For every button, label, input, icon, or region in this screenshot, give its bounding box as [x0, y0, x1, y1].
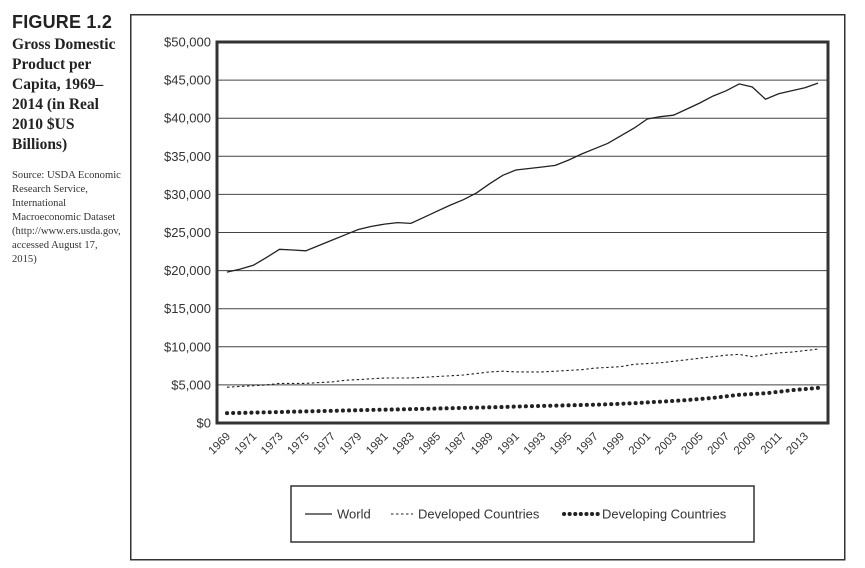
x-tick-label: 1985 [417, 431, 444, 458]
y-tick-label: $5,000 [171, 377, 211, 392]
x-tick-label: 1969 [207, 431, 234, 458]
y-tick-label: $10,000 [164, 339, 211, 354]
y-tick-label: $20,000 [164, 263, 211, 278]
x-tick-label: 1971 [233, 431, 260, 458]
series-developing-countries [225, 385, 820, 416]
x-tick-label: 2013 [784, 431, 811, 458]
figure-caption: FIGURE 1.2 Gross Domestic Product per Ca… [12, 12, 124, 267]
x-tick-label: 1993 [522, 431, 549, 458]
x-tick-label: 1977 [312, 431, 339, 458]
x-tick-label: 2001 [627, 431, 654, 458]
x-tick-label: 2011 [759, 431, 785, 457]
legend-box [290, 485, 755, 543]
y-tick-label: $25,000 [164, 225, 211, 240]
y-tick-label: $30,000 [164, 187, 211, 202]
x-tick-label: 1979 [338, 431, 365, 458]
y-tick-label: $15,000 [164, 301, 211, 316]
y-tick-label: $45,000 [164, 73, 211, 88]
x-tick-label: 2009 [732, 431, 759, 458]
legend-label: World [337, 507, 371, 522]
legend-label: Developed Countries [418, 507, 540, 522]
figure-source: Source: USDA Economic Research Service, … [12, 170, 121, 265]
series-lines [225, 82, 820, 416]
y-tick-label: $0 [197, 416, 211, 431]
x-tick-label: 1987 [443, 431, 470, 458]
y-tick-label: $35,000 [164, 149, 211, 164]
legend-label: Developing Countries [602, 507, 727, 522]
x-tick-label: 1995 [548, 431, 575, 458]
series-world [226, 82, 819, 273]
y-tick-label: $40,000 [164, 111, 211, 126]
x-tick-label: 1997 [574, 431, 601, 458]
gdp-line-chart: $0 $5,000 $10,000 $15,000 $20,000 $25,000 $30,… [130, 14, 846, 561]
x-tick-label: 1999 [601, 431, 628, 458]
series-developed-countries [226, 348, 819, 388]
x-tick-label: 1989 [469, 431, 496, 458]
plot-area-border [215, 40, 830, 425]
figure-title: Gross Domestic Product per Capita, 1969–… [12, 36, 116, 153]
chart-frame [130, 14, 846, 561]
x-tick-label: 1975 [285, 431, 312, 458]
grid-lines [217, 41, 828, 424]
y-tick-label: $50,000 [164, 35, 211, 50]
x-tick-label: 1981 [364, 431, 391, 458]
x-tick-label: 2007 [706, 431, 733, 458]
x-tick-labels: 1969 1971 1973 1975 1977 1979 1981 1983 1985 1987… [207, 431, 811, 458]
y-tick-labels: $0 $5,000 $10,000 $15,000 $20,000 $25,000 $30,… [164, 35, 211, 431]
x-tick-label: 1983 [390, 431, 417, 458]
x-tick-label: 1973 [259, 431, 286, 458]
x-tick-label: 1991 [495, 431, 522, 458]
x-tick-label: 2003 [653, 431, 680, 458]
figure-label: FIGURE 1.2 [12, 12, 113, 32]
x-tick-label: 2005 [679, 431, 706, 458]
legend: World Developed Countries Developing Count… [290, 485, 755, 543]
